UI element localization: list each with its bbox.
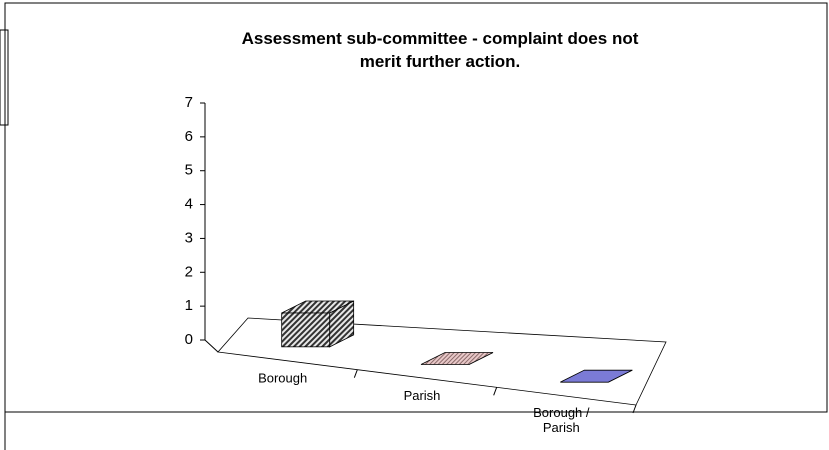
y-tick-label: 2 [185, 263, 193, 280]
y-tick-label: 7 [185, 94, 193, 111]
y-tick-label: 5 [185, 162, 193, 179]
category-divider [493, 387, 498, 396]
y-tick-label: 6 [185, 128, 193, 145]
chart-frame [4, 2, 828, 450]
bar [281, 300, 355, 348]
bar [420, 352, 494, 365]
y-tick-label: 3 [185, 229, 193, 246]
y-tick-label: 0 [185, 331, 193, 348]
bar [560, 369, 633, 383]
category-divider [353, 369, 358, 378]
x-tick-label: Borough / Parish [533, 406, 590, 436]
x-tick-label: Borough [258, 370, 307, 385]
bar-top [420, 352, 494, 365]
y-tick-label: 1 [185, 297, 193, 314]
y-tick-label: 4 [185, 196, 193, 213]
category-divider [632, 404, 637, 414]
bar-top [560, 369, 633, 383]
side-box [0, 29, 9, 126]
bar-front [281, 312, 331, 348]
chart-title: Assessment sub-committee - complaint doe… [242, 29, 639, 71]
axis-join [204, 339, 219, 353]
x-tick-label: Parish [404, 388, 441, 403]
